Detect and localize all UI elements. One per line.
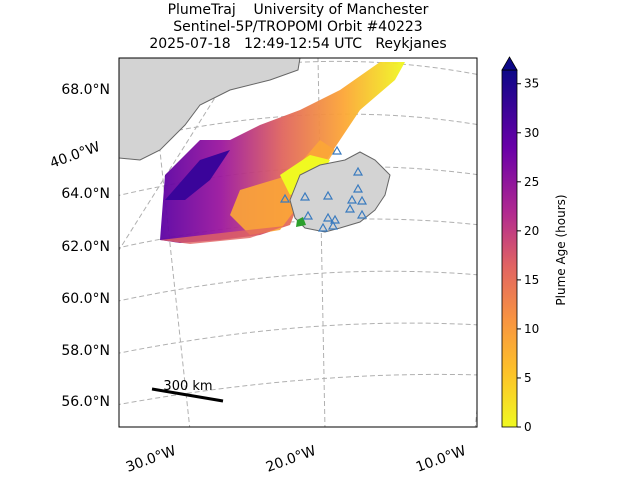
lon-label: 10.0°W <box>414 443 468 476</box>
lat-label: 62.0°N <box>61 239 110 255</box>
colorbar-body <box>501 69 518 428</box>
title-line: 2025-07-18 12:49-12:54 UTC Reykjanes <box>149 36 446 52</box>
lat-label: 64.0°N <box>61 186 110 202</box>
colorbar-tick-label: 25 <box>524 175 539 189</box>
colorbar: Plume Age (hours) 0 5 10 15 20 25 30 35 <box>501 56 568 434</box>
colorbar-tick-label: 35 <box>524 77 539 91</box>
title-line: PlumeTraj University of Manchester <box>168 2 429 18</box>
colorbar-tick-label: 15 <box>524 273 539 287</box>
lat-label: 58.0°N <box>61 343 110 359</box>
scale-label: 300 km <box>163 379 212 394</box>
lat-label: 60.0°N <box>61 291 110 307</box>
lat-label: 68.0°N <box>61 82 110 98</box>
colorbar-tick-label: 30 <box>524 126 539 140</box>
colorbar-label: Plume Age (hours) <box>554 194 568 305</box>
title-line: Sentinel-5P/TROPOMI Orbit #40223 <box>173 19 422 35</box>
volcano-markers <box>279 145 368 232</box>
colorbar-tick-label: 20 <box>524 224 539 238</box>
map-frame <box>118 57 478 428</box>
lon-label: 30.0°W <box>124 443 178 476</box>
colorbar-extend <box>501 56 518 71</box>
map-area: 300 km <box>119 58 477 427</box>
lon-label: 40.0°W <box>48 139 102 172</box>
colorbar-tick-label: 0 <box>524 420 532 434</box>
colorbar-tick-label: 10 <box>524 322 539 336</box>
lat-label: 56.0°N <box>61 394 110 410</box>
scale-bar <box>151 387 224 403</box>
lon-label: 20.0°W <box>264 443 318 476</box>
colorbar-tick-label: 5 <box>524 371 532 385</box>
